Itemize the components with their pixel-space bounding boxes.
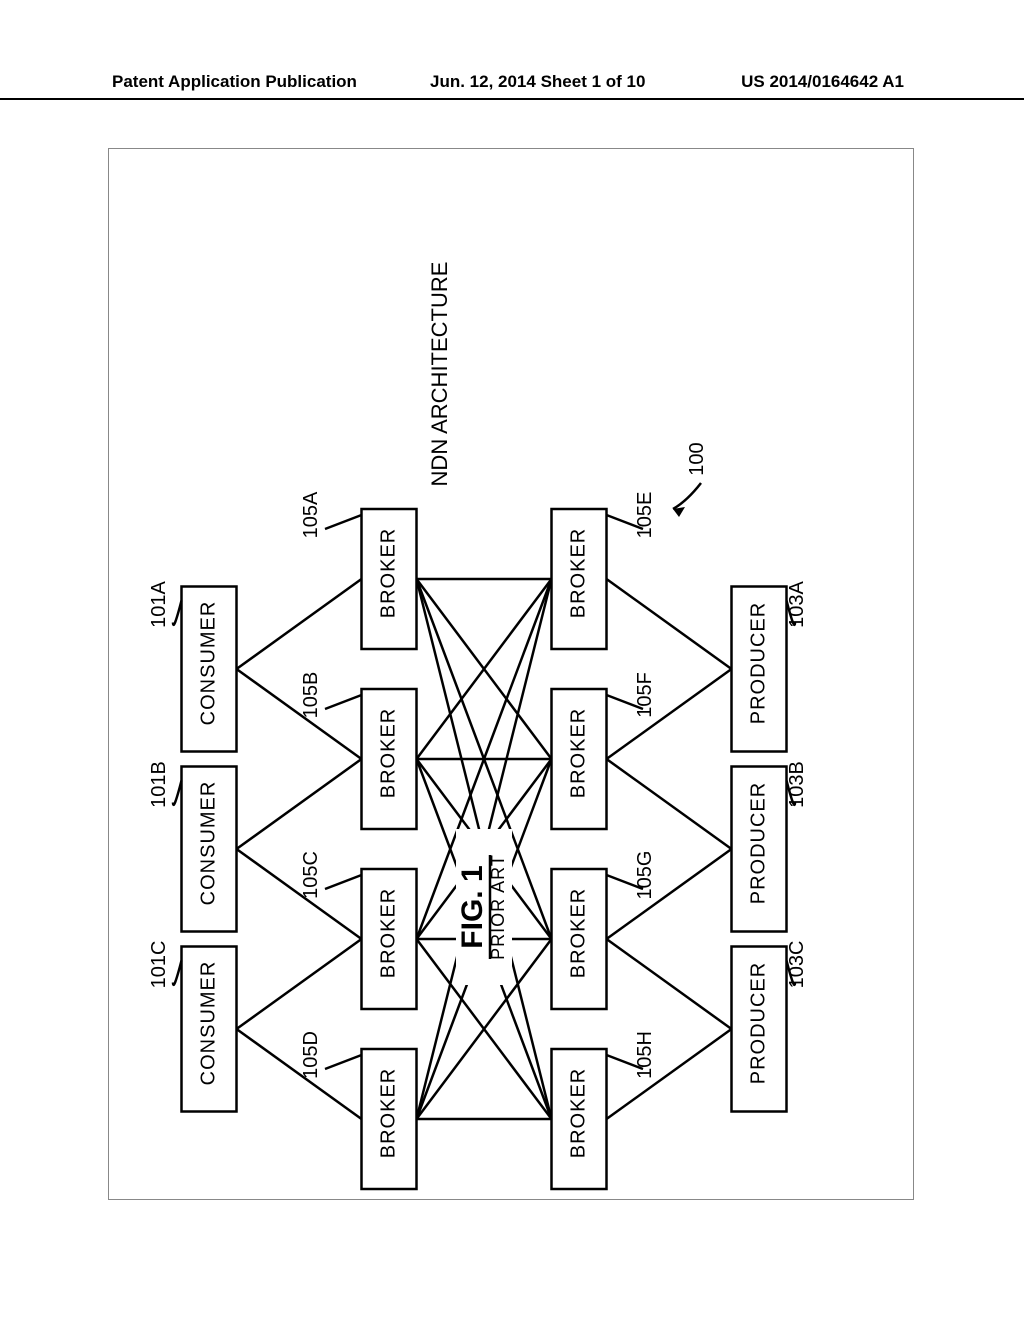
figure-frame: CONSUMER CONSUMER CONSUMER BROKER BROKER BROK…	[108, 148, 914, 1200]
svg-text:BROKER: BROKER	[377, 528, 399, 618]
broker-right-ref: 105H	[634, 1031, 656, 1079]
broker-left-node: BROKER	[362, 869, 417, 1009]
producer-node: PRODUCER	[732, 767, 787, 932]
consumer-node: CONSUMER	[182, 587, 237, 752]
svg-text:CONSUMER: CONSUMER	[197, 961, 219, 1086]
svg-text:PRODUCER: PRODUCER	[747, 962, 769, 1084]
broker-right-node: BROKER	[552, 1049, 607, 1189]
header-publication: Patent Application Publication	[112, 72, 357, 92]
broker-right-node: BROKER	[552, 689, 607, 829]
producer-ref: 103C	[786, 941, 808, 989]
broker-right-ref: 105G	[634, 851, 656, 900]
consumer-node: CONSUMER	[182, 767, 237, 932]
svg-text:CONSUMER: CONSUMER	[197, 601, 219, 726]
broker-right-node: BROKER	[552, 869, 607, 1009]
header-patent-number: US 2014/0164642 A1	[741, 72, 904, 92]
broker-right-ref: 105E	[634, 492, 656, 539]
broker-left-node: BROKER	[362, 689, 417, 829]
architecture-diagram: CONSUMER CONSUMER CONSUMER BROKER BROKER BROK…	[109, 149, 913, 1199]
consumer-ref: 101B	[148, 761, 170, 808]
broker-left-ref: 105C	[300, 851, 322, 899]
broker-left-node: BROKER	[362, 509, 417, 649]
svg-text:BROKER: BROKER	[377, 888, 399, 978]
svg-text:PRODUCER: PRODUCER	[747, 602, 769, 724]
page: Patent Application Publication Jun. 12, …	[0, 0, 1024, 1320]
svg-text:BROKER: BROKER	[567, 888, 589, 978]
header-date-sheet: Jun. 12, 2014 Sheet 1 of 10	[430, 72, 645, 92]
svg-text:BROKER: BROKER	[377, 1068, 399, 1158]
figure-number: FIG. 1	[456, 865, 489, 948]
producer-node: PRODUCER	[732, 587, 787, 752]
ref-100: 100	[686, 442, 708, 475]
svg-text:BROKER: BROKER	[567, 1068, 589, 1158]
producer-node: PRODUCER	[732, 947, 787, 1112]
svg-text:BROKER: BROKER	[567, 708, 589, 798]
broker-right-ref: 105F	[634, 672, 656, 718]
page-header: Patent Application Publication Jun. 12, …	[0, 72, 1024, 100]
consumer-ref: 101C	[148, 941, 170, 989]
broker-left-node: BROKER	[362, 1049, 417, 1189]
producer-ref: 103B	[786, 761, 808, 808]
broker-left-ref: 105D	[300, 1031, 322, 1079]
svg-text:BROKER: BROKER	[567, 528, 589, 618]
consumer-node: CONSUMER	[182, 947, 237, 1112]
broker-left-ref: 105B	[300, 672, 322, 719]
svg-text:BROKER: BROKER	[377, 708, 399, 798]
svg-text:PRODUCER: PRODUCER	[747, 782, 769, 904]
producer-ref: 103A	[786, 580, 808, 627]
broker-right-node: BROKER	[552, 509, 607, 649]
svg-text:CONSUMER: CONSUMER	[197, 781, 219, 906]
broker-left-ref: 105A	[300, 491, 322, 538]
consumer-ref: 101A	[148, 580, 170, 627]
diagram-title: NDN ARCHITECTURE	[427, 262, 452, 487]
